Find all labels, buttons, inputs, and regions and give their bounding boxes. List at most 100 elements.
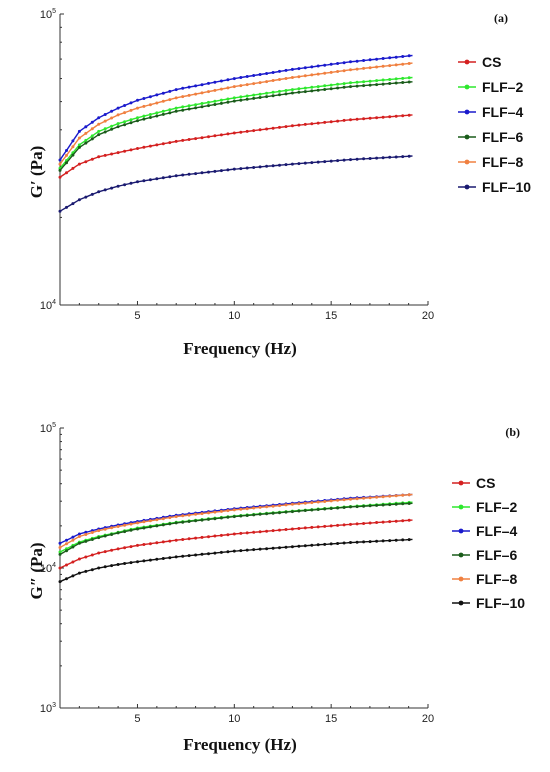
chart-a-data-point bbox=[103, 188, 107, 192]
chart-a-data-point bbox=[232, 96, 236, 100]
chart-a-data-point bbox=[394, 155, 398, 159]
chart-b-data-point bbox=[200, 535, 204, 539]
chart-a-data-point bbox=[381, 115, 385, 119]
chart-a-data-point bbox=[355, 80, 359, 84]
chart-a-data-point bbox=[110, 124, 114, 128]
chart-a-data-point bbox=[168, 108, 172, 112]
chart-a-data-point bbox=[219, 79, 223, 83]
chart-a-data-point bbox=[265, 164, 269, 168]
chart-a-data-point bbox=[284, 68, 288, 72]
chart-a-data-point bbox=[355, 84, 359, 88]
chart-b-data-point bbox=[84, 533, 88, 536]
chart-b-data-point bbox=[136, 527, 139, 531]
chart-b-data-point bbox=[207, 552, 210, 556]
chart-a-data-point bbox=[336, 70, 340, 73]
chart-b-data-point bbox=[129, 561, 133, 565]
chart-b-data-point bbox=[381, 495, 385, 499]
chart-b-data-point bbox=[58, 552, 62, 556]
chart-a-data-point bbox=[116, 113, 120, 117]
chart-a-data-point bbox=[161, 142, 165, 146]
chart-b-data-point bbox=[110, 533, 114, 536]
chart-b-x-tick-label: 5 bbox=[134, 713, 140, 725]
chart-b-data-point bbox=[265, 529, 269, 533]
chart-a-data-point bbox=[123, 183, 127, 187]
chart-b-data-point bbox=[90, 538, 94, 541]
chart-b-data-point bbox=[174, 521, 178, 525]
chart-b-data-point bbox=[187, 520, 191, 523]
chart-a-data-point bbox=[265, 127, 269, 131]
chart-b-data-point bbox=[258, 547, 262, 551]
chart-a-data-point bbox=[252, 129, 256, 133]
chart-a-data-point bbox=[362, 117, 366, 121]
chart-a-data-point bbox=[349, 68, 352, 72]
chart-b-data-point bbox=[265, 547, 269, 551]
chart-a-legend-swatch-marker bbox=[464, 134, 470, 140]
chart-a-data-point bbox=[168, 89, 172, 93]
chart-b-data-point bbox=[284, 545, 288, 549]
chart-a-data-point bbox=[148, 144, 152, 148]
chart-a-data-point bbox=[329, 62, 333, 66]
chart-a-data-point bbox=[355, 59, 359, 63]
chart-b-data-point bbox=[239, 549, 243, 553]
chart-b-data-point bbox=[375, 539, 379, 543]
chart-a-data-point bbox=[342, 85, 346, 89]
chart-b-data-point bbox=[219, 533, 223, 537]
chart-b-data-point bbox=[355, 540, 359, 544]
chart-a-data-point bbox=[362, 157, 366, 161]
chart-b-data-point bbox=[252, 530, 256, 534]
chart-a-data-point bbox=[271, 71, 275, 74]
chart-a-data-point bbox=[316, 121, 320, 125]
chart-a-data-point bbox=[368, 79, 372, 83]
chart-a-data-point bbox=[97, 190, 101, 194]
chart-a-data-point bbox=[394, 55, 398, 59]
chart-a-data-point bbox=[381, 78, 385, 82]
chart-a-data-point bbox=[401, 155, 405, 159]
chart-a-data-point bbox=[329, 70, 333, 74]
chart-a-data-point bbox=[226, 168, 230, 172]
chart-b-data-point bbox=[136, 560, 139, 564]
chart-a-data-point bbox=[258, 73, 262, 76]
chart-b-data-point bbox=[58, 550, 62, 554]
chart-a-data-point bbox=[278, 125, 281, 129]
chart-a-data-point bbox=[323, 120, 327, 124]
chart-a-data-point bbox=[97, 129, 101, 133]
chart-a-data-point bbox=[284, 92, 288, 96]
chart-a-data-point bbox=[207, 104, 210, 108]
chart-a-data-point bbox=[258, 92, 262, 96]
chart-a-data-point bbox=[226, 132, 230, 136]
chart-b-data-point bbox=[310, 501, 314, 505]
chart-a-data-point bbox=[362, 84, 366, 88]
chart-b-data-point bbox=[394, 519, 398, 523]
chart-a-data-point bbox=[258, 165, 262, 169]
chart-b-data-point bbox=[394, 538, 398, 542]
chart-a-data-point bbox=[168, 141, 172, 145]
chart-a-data-point bbox=[71, 202, 75, 206]
chart-b-data-point bbox=[265, 512, 269, 516]
chart-b-data-point bbox=[271, 546, 275, 550]
chart-b-data-point bbox=[310, 543, 314, 547]
chart-a-data-point bbox=[271, 126, 275, 130]
chart-a-data-point bbox=[58, 175, 62, 179]
chart-b-data-point bbox=[213, 534, 217, 538]
chart-b-data-point bbox=[77, 571, 81, 575]
chart-b-data-point bbox=[239, 531, 243, 535]
chart-b-data-point bbox=[129, 528, 133, 532]
chart-a-data-point bbox=[77, 136, 81, 140]
chart-b-data-point bbox=[116, 531, 120, 535]
chart-a-x-axis-title: Frequency (Hz) bbox=[183, 339, 296, 358]
chart-b-data-point bbox=[148, 519, 152, 523]
chart-b-data-point bbox=[278, 511, 281, 515]
chart-a-data-point bbox=[310, 73, 314, 77]
chart-a-data-point bbox=[284, 125, 288, 129]
chart-b-data-point bbox=[336, 542, 340, 545]
chart-b-data-point bbox=[168, 522, 172, 526]
chart-a-data-point bbox=[65, 161, 68, 165]
chart-a-data-point bbox=[303, 161, 307, 165]
chart-b-data-point bbox=[142, 543, 146, 546]
chart-b-data-point bbox=[226, 509, 230, 513]
chart-a-data-point bbox=[232, 99, 236, 103]
chart-a-panel-label: (a) bbox=[494, 11, 508, 25]
chart-b-legend-swatch-marker bbox=[458, 600, 464, 606]
chart-b-data-point bbox=[401, 502, 405, 506]
chart-a-data-point bbox=[362, 66, 366, 70]
